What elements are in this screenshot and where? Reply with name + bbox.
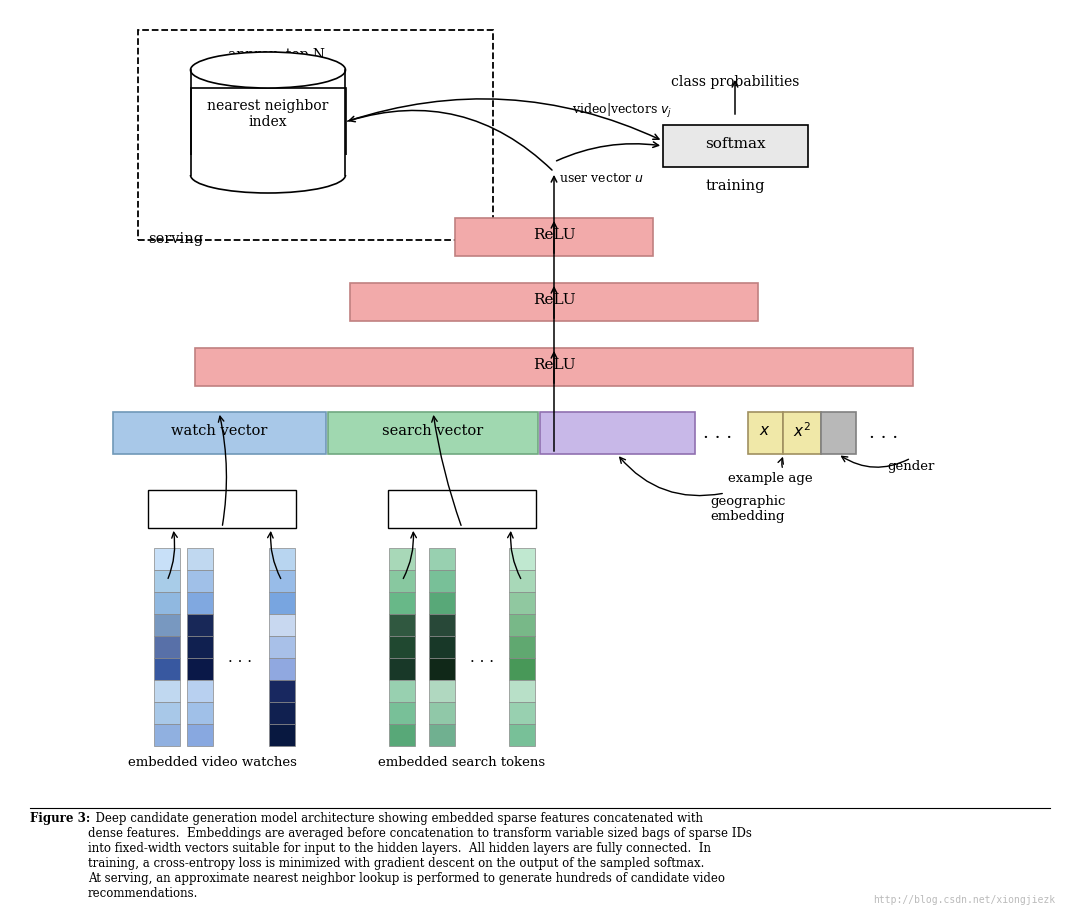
Text: example age: example age: [728, 472, 812, 485]
FancyBboxPatch shape: [269, 548, 295, 570]
FancyBboxPatch shape: [154, 658, 180, 680]
FancyBboxPatch shape: [663, 125, 808, 167]
FancyBboxPatch shape: [187, 680, 213, 702]
FancyBboxPatch shape: [154, 680, 180, 702]
Bar: [191, 88, 346, 157]
FancyBboxPatch shape: [509, 702, 535, 724]
FancyBboxPatch shape: [821, 412, 856, 454]
Text: nearest neighbor
index: nearest neighbor index: [207, 99, 328, 129]
FancyBboxPatch shape: [389, 614, 415, 636]
Text: embedded search tokens: embedded search tokens: [378, 756, 545, 769]
Bar: [189, 155, 348, 175]
FancyBboxPatch shape: [269, 636, 295, 658]
FancyBboxPatch shape: [195, 348, 913, 386]
FancyBboxPatch shape: [389, 702, 415, 724]
FancyBboxPatch shape: [187, 702, 213, 724]
FancyBboxPatch shape: [389, 548, 415, 570]
FancyBboxPatch shape: [269, 658, 295, 680]
FancyBboxPatch shape: [429, 702, 455, 724]
Text: ReLU: ReLU: [532, 358, 576, 372]
FancyBboxPatch shape: [783, 412, 821, 454]
FancyBboxPatch shape: [350, 283, 758, 321]
FancyBboxPatch shape: [429, 636, 455, 658]
FancyBboxPatch shape: [154, 548, 180, 570]
FancyBboxPatch shape: [509, 636, 535, 658]
FancyBboxPatch shape: [187, 570, 213, 592]
Text: $x$: $x$: [759, 424, 771, 438]
FancyBboxPatch shape: [187, 548, 213, 570]
Text: http://blog.csdn.net/xiongjiezk: http://blog.csdn.net/xiongjiezk: [873, 895, 1055, 905]
Ellipse shape: [190, 157, 346, 193]
FancyBboxPatch shape: [748, 412, 783, 454]
FancyBboxPatch shape: [540, 412, 696, 454]
Text: . . .: . . .: [470, 651, 494, 665]
FancyBboxPatch shape: [429, 614, 455, 636]
FancyBboxPatch shape: [269, 702, 295, 724]
FancyBboxPatch shape: [389, 658, 415, 680]
Text: approx. top N: approx. top N: [228, 48, 325, 62]
Text: geographic
embedding: geographic embedding: [710, 495, 785, 523]
FancyBboxPatch shape: [389, 592, 415, 614]
Text: softmax: softmax: [704, 137, 766, 151]
FancyBboxPatch shape: [154, 570, 180, 592]
FancyBboxPatch shape: [509, 548, 535, 570]
Text: Deep candidate generation model architecture showing embedded sparse features co: Deep candidate generation model architec…: [87, 812, 752, 900]
FancyBboxPatch shape: [187, 724, 213, 746]
FancyBboxPatch shape: [509, 724, 535, 746]
Text: user vector $u$: user vector $u$: [559, 172, 644, 185]
Text: training: training: [705, 179, 765, 193]
FancyBboxPatch shape: [509, 680, 535, 702]
FancyBboxPatch shape: [509, 658, 535, 680]
FancyBboxPatch shape: [509, 570, 535, 592]
FancyBboxPatch shape: [187, 592, 213, 614]
FancyBboxPatch shape: [269, 614, 295, 636]
FancyBboxPatch shape: [148, 490, 296, 528]
Text: embedded video watches: embedded video watches: [127, 756, 296, 769]
FancyBboxPatch shape: [389, 570, 415, 592]
FancyBboxPatch shape: [269, 724, 295, 746]
Text: ReLU: ReLU: [532, 228, 576, 242]
FancyBboxPatch shape: [154, 636, 180, 658]
FancyBboxPatch shape: [429, 548, 455, 570]
Text: Figure 3:: Figure 3:: [30, 812, 91, 825]
FancyBboxPatch shape: [187, 636, 213, 658]
FancyBboxPatch shape: [154, 702, 180, 724]
Text: average: average: [432, 500, 491, 514]
Text: . . .: . . .: [869, 424, 899, 442]
Text: class probabilities: class probabilities: [671, 75, 799, 89]
FancyBboxPatch shape: [509, 592, 535, 614]
FancyBboxPatch shape: [113, 412, 326, 454]
FancyBboxPatch shape: [154, 592, 180, 614]
Text: serving: serving: [148, 232, 203, 246]
FancyBboxPatch shape: [269, 570, 295, 592]
Text: average: average: [192, 500, 252, 514]
Text: ReLU: ReLU: [532, 293, 576, 307]
FancyBboxPatch shape: [509, 614, 535, 636]
Text: gender: gender: [888, 460, 934, 473]
FancyBboxPatch shape: [429, 680, 455, 702]
FancyBboxPatch shape: [429, 724, 455, 746]
FancyBboxPatch shape: [154, 614, 180, 636]
Text: video|vectors $v_j$: video|vectors $v_j$: [572, 102, 673, 120]
Text: . . .: . . .: [228, 651, 252, 665]
FancyBboxPatch shape: [328, 412, 538, 454]
FancyBboxPatch shape: [269, 680, 295, 702]
FancyBboxPatch shape: [388, 490, 536, 528]
FancyBboxPatch shape: [429, 570, 455, 592]
FancyBboxPatch shape: [389, 636, 415, 658]
Text: search vector: search vector: [382, 424, 484, 438]
Text: watch vector: watch vector: [171, 424, 267, 438]
Ellipse shape: [190, 52, 346, 88]
FancyBboxPatch shape: [187, 658, 213, 680]
Text: . . .: . . .: [703, 424, 732, 442]
Text: $x^2$: $x^2$: [793, 422, 811, 440]
FancyBboxPatch shape: [389, 680, 415, 702]
FancyBboxPatch shape: [187, 614, 213, 636]
FancyBboxPatch shape: [455, 218, 653, 256]
FancyBboxPatch shape: [154, 724, 180, 746]
FancyBboxPatch shape: [269, 592, 295, 614]
FancyBboxPatch shape: [429, 658, 455, 680]
FancyBboxPatch shape: [389, 724, 415, 746]
FancyBboxPatch shape: [429, 592, 455, 614]
